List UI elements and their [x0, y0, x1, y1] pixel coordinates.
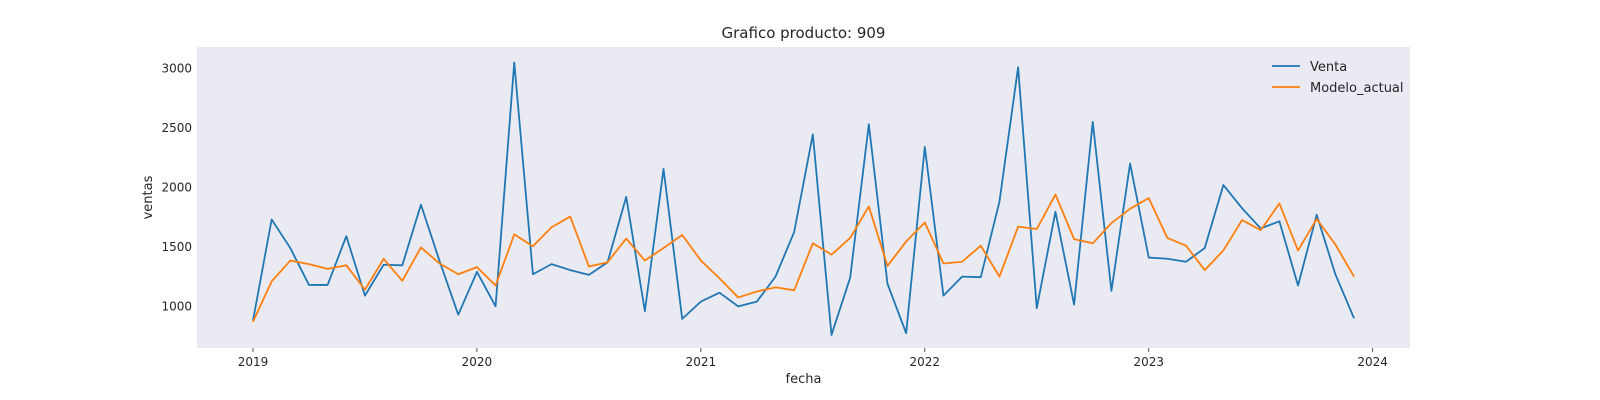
- x-tick-label: 2022: [910, 355, 941, 369]
- legend: Venta Modelo_actual: [1272, 60, 1404, 96]
- series-lines: [252, 61, 1355, 336]
- plot-area: [197, 47, 1410, 348]
- y-tick-label: 1500: [161, 240, 192, 254]
- series-line-modelo-actual: [252, 193, 1355, 323]
- x-axis-label: fecha: [786, 372, 822, 387]
- legend-label: Modelo_actual: [1310, 81, 1404, 96]
- y-axis-ticks: 1000 1500 2000 2500 3000: [161, 61, 192, 313]
- y-tick-label: 3000: [161, 61, 192, 75]
- y-tick-label: 2500: [161, 121, 192, 135]
- x-tick-label: 2023: [1133, 355, 1164, 369]
- x-tick-label: 2021: [686, 355, 717, 369]
- x-tick-label: 2024: [1357, 355, 1388, 369]
- x-axis-ticks: 2019 2020 2021 2022 2023 2024: [238, 348, 1388, 369]
- series-line-venta: [252, 61, 1355, 336]
- y-axis-label: ventas: [141, 175, 156, 219]
- legend-label: Venta: [1310, 60, 1347, 75]
- x-tick-label: 2020: [462, 355, 493, 369]
- y-tick-label: 1000: [161, 299, 192, 313]
- chart-title: Grafico producto: 909: [722, 24, 886, 42]
- y-tick-label: 2000: [161, 180, 192, 194]
- x-tick-label: 2019: [238, 355, 269, 369]
